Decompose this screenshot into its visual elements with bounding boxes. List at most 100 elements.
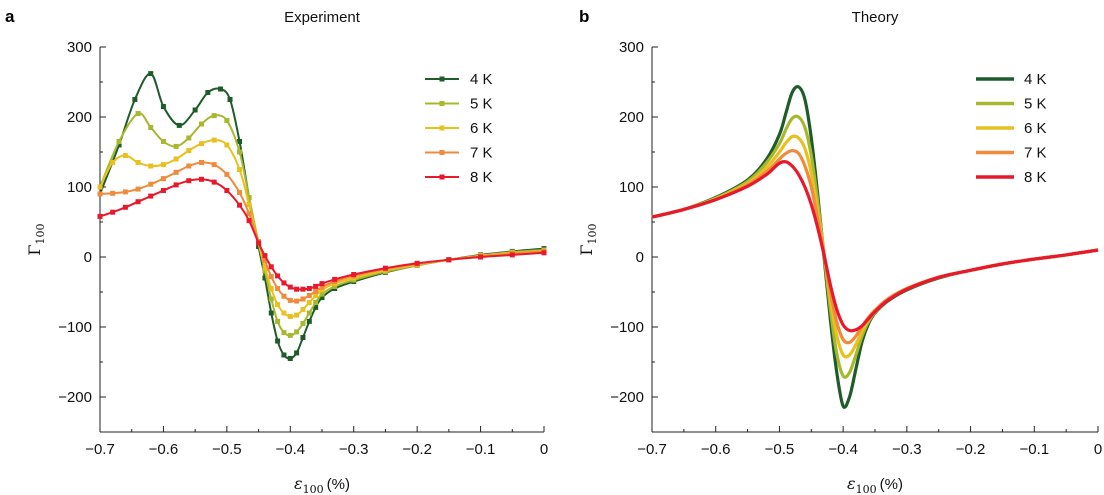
data-point [237, 149, 243, 155]
legend-marker [439, 76, 445, 82]
x-tick-label: −0.6 [149, 441, 179, 458]
x-tick-label: −0.5 [212, 441, 242, 458]
series-line-8k [99, 178, 545, 291]
data-point [135, 160, 141, 165]
data-point [224, 118, 230, 123]
data-point [173, 169, 179, 175]
y-tick-label: −100 [610, 319, 644, 336]
y-tick-label: −200 [58, 389, 92, 406]
data-point [97, 213, 103, 219]
data-point [509, 252, 515, 258]
data-point [262, 275, 268, 281]
data-point [110, 190, 116, 196]
legend-label: 5 K [1024, 96, 1047, 113]
x-tick-label: −0.5 [765, 441, 795, 458]
panel-title: Theory [852, 9, 899, 26]
data-point [205, 90, 211, 95]
data-point [211, 179, 217, 185]
data-point [132, 97, 138, 102]
data-point [287, 297, 293, 303]
data-point [97, 184, 103, 190]
data-point [478, 254, 484, 260]
data-point [319, 287, 325, 293]
series-line-4k [99, 72, 545, 360]
data-point [262, 253, 268, 259]
legend-item: 4 K [425, 71, 493, 88]
data-point [218, 86, 224, 92]
y-tick-label: 300 [619, 39, 644, 56]
data-point [275, 302, 281, 308]
data-point [135, 199, 141, 205]
x-tick-label: −0.6 [701, 441, 731, 458]
data-point [110, 160, 116, 165]
data-point [294, 298, 300, 304]
data-point [382, 265, 388, 271]
legend-label: 4 K [1024, 71, 1047, 88]
legend-marker [439, 101, 445, 106]
data-point [281, 280, 287, 286]
data-point [287, 314, 293, 319]
legend-item: 6 K [976, 120, 1047, 137]
data-point [275, 338, 281, 344]
data-point [186, 178, 192, 184]
data-point [319, 295, 325, 301]
y-tick-label: −100 [58, 319, 92, 336]
data-point [224, 188, 230, 193]
x-axis-label: ε100 (%) [847, 474, 903, 495]
data-point [313, 293, 319, 298]
legend-label: 5 K [470, 96, 493, 113]
data-point [173, 156, 179, 162]
data-point [122, 204, 128, 210]
data-point [160, 176, 166, 182]
data-point [224, 171, 230, 177]
x-tick-label: −0.3 [892, 441, 922, 458]
data-point [198, 141, 204, 147]
data-point [313, 283, 319, 289]
data-point [110, 209, 116, 215]
data-point [160, 188, 166, 193]
x-tick-label: −0.7 [637, 441, 667, 458]
data-point [246, 218, 252, 224]
legend-item: 5 K [976, 96, 1047, 113]
data-point [294, 350, 300, 356]
data-point [300, 307, 306, 312]
data-point [313, 288, 319, 294]
data-point [160, 104, 166, 109]
data-point [198, 176, 204, 182]
data-point [268, 286, 274, 291]
data-point [148, 181, 154, 187]
data-point [268, 310, 274, 316]
x-tick-label: −0.1 [1019, 441, 1049, 458]
legend-item: 6 K [425, 120, 493, 137]
data-point [446, 257, 452, 263]
legend-item: 5 K [425, 96, 493, 113]
panel-letter: a [5, 7, 15, 26]
data-point [332, 283, 338, 289]
x-tick-label: −0.2 [956, 441, 986, 458]
data-point [275, 318, 281, 324]
data-point [294, 329, 300, 335]
legend-label: 8 K [1024, 169, 1047, 186]
data-point [116, 142, 122, 148]
x-tick-label: 0 [1094, 441, 1102, 458]
data-point [160, 139, 166, 144]
data-point [306, 318, 312, 324]
data-point [186, 148, 192, 154]
data-point [186, 135, 192, 141]
data-point [319, 284, 325, 290]
y-tick-label: 300 [67, 39, 92, 56]
legend-label: 8 K [470, 169, 493, 186]
legend-marker [439, 125, 445, 131]
data-point [294, 286, 300, 292]
legend-marker [439, 150, 445, 155]
data-point [300, 296, 306, 302]
data-point [237, 202, 243, 208]
data-point [237, 139, 243, 144]
panel-title: Experiment [284, 9, 361, 26]
y-tick-label: 0 [636, 249, 644, 266]
legend-label: 4 K [470, 71, 493, 88]
data-point [148, 71, 154, 77]
data-point [160, 162, 166, 168]
data-point [116, 139, 122, 144]
